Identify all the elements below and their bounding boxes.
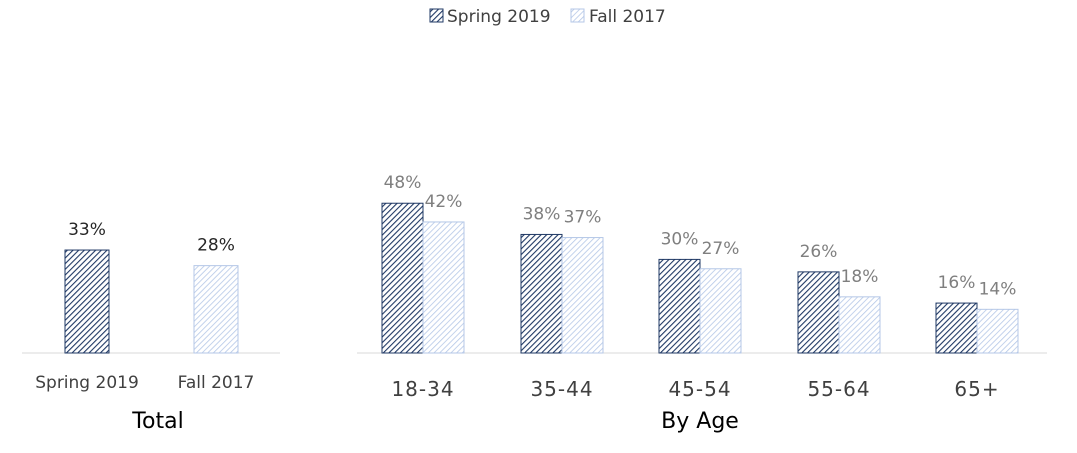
- age-bar-55-64-spring-2019: [797, 271, 840, 354]
- legend: Spring 2019 Fall 2017: [429, 7, 666, 27]
- age-bar-35-44-fall-2017: [561, 237, 604, 354]
- age-tick-label-45-54: 45-54: [668, 377, 731, 401]
- age-data-label-18-34-fall-2017: 42%: [425, 192, 463, 212]
- age-tick-label-35-44: 35-44: [530, 377, 593, 401]
- age-bar-45-54-fall-2017: [699, 268, 742, 354]
- total-data-label-fall-2017: 28%: [197, 236, 235, 256]
- age-bar-55-64-fall-2017: [838, 296, 881, 354]
- legend-label-spring-2019: Spring 2019: [447, 7, 551, 27]
- total-panel: 33% Spring 2019 28% Fall 2017 Total: [22, 220, 280, 434]
- total-data-label-spring-2019: 33%: [68, 220, 106, 240]
- age-data-label-45-54-fall-2017: 27%: [702, 239, 740, 259]
- total-bar-spring-2019: [64, 249, 110, 354]
- total-bar-fall-2017: [193, 265, 239, 354]
- age-data-label-55-64-fall-2017: 18%: [841, 267, 879, 287]
- age-data-label-55-64-spring-2019: 26%: [800, 242, 838, 262]
- legend-label-fall-2017: Fall 2017: [589, 7, 666, 27]
- total-tick-label-spring-2019: Spring 2019: [35, 373, 139, 393]
- age-data-label-35-44-fall-2017: 37%: [564, 208, 602, 228]
- legend-swatch-spring-2019: [429, 8, 444, 23]
- age-panel-title: By Age: [661, 409, 739, 434]
- age-data-label-65-spring-2019: 16%: [938, 273, 976, 293]
- age-data-label-35-44-spring-2019: 38%: [523, 204, 561, 224]
- age-tick-label-65: 65+: [954, 377, 999, 401]
- age-bar-18-34-fall-2017: [422, 221, 465, 354]
- age-data-label-65-fall-2017: 14%: [979, 279, 1017, 299]
- age-bar-35-44-spring-2019: [520, 233, 563, 354]
- age-data-label-45-54-spring-2019: 30%: [661, 229, 699, 249]
- age-tick-label-18-34: 18-34: [391, 377, 454, 401]
- total-panel-title: Total: [131, 409, 183, 434]
- total-tick-label-fall-2017: Fall 2017: [178, 373, 255, 393]
- legend-swatch-fall-2017: [570, 8, 585, 23]
- age-bar-18-34-spring-2019: [381, 202, 424, 354]
- age-panel: 48%42% 18-34 38% 37% 35-44 30% 27% 45-54 26%18% 5…: [357, 173, 1047, 434]
- age-bar-45-54-spring-2019: [658, 258, 701, 354]
- age-tick-label-55-64: 55-64: [807, 377, 870, 401]
- age-bar-65-spring-2019: [935, 302, 978, 354]
- age-bar-65-fall-2017: [976, 308, 1019, 354]
- age-data-label-18-34-spring-2019: 48%: [384, 173, 422, 193]
